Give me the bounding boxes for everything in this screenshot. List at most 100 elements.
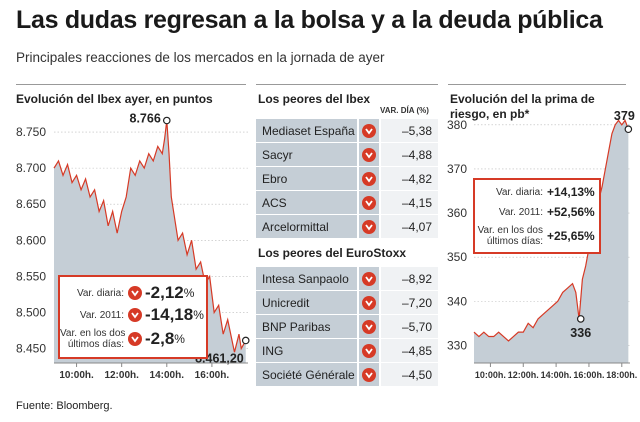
risk-chart-title: Evolución del la prima de riesgo, en pb* <box>450 92 595 121</box>
daily-change: –4,07 <box>380 215 438 238</box>
company-name: Intesa Sanpaolo <box>256 267 357 290</box>
annotation-marker <box>241 336 250 345</box>
y-tick-label: 340 <box>447 294 467 308</box>
y-tick-label: 8.550 <box>16 269 46 283</box>
table-row: Unicredit –7,20 <box>256 291 438 315</box>
ibex-box-row: Var. 2011: -14,18 % <box>60 305 206 325</box>
down-arrow-icon <box>361 171 376 186</box>
risk-box-row: Var. en los dos últimos días: +25,65% <box>475 225 599 247</box>
company-name: BNP Paribas <box>256 315 357 338</box>
row-icon-cell <box>358 339 379 362</box>
risk-box-value: +25,65% <box>547 229 595 243</box>
risk-box-label-line2: últimos días: <box>486 236 543 247</box>
down-arrow-icon <box>361 195 376 210</box>
ibex-summary-box: Var. diaria: -2,12 % Var. 2011: -14,18 %… <box>58 275 208 359</box>
x-tick-label: 18:00h. <box>606 370 637 380</box>
down-arrow-icon <box>361 147 376 162</box>
table-row: Mediaset España –5,38 <box>256 119 438 143</box>
table-row: Arcelormittal –4,07 <box>256 215 438 239</box>
y-tick-label: 8.750 <box>16 125 46 139</box>
down-arrow-icon <box>128 286 142 300</box>
risk-box-value: +14,13% <box>547 185 595 199</box>
table-row: Ebro –4,82 <box>256 167 438 191</box>
rule-tables <box>256 84 438 85</box>
x-tick-label: 14:00h. <box>541 370 572 380</box>
table-row: BNP Paribas –5,70 <box>256 315 438 339</box>
eurostoxx-table-title: Los peores del EuroStoxx <box>258 246 407 260</box>
risk-box-label: Var. diaria: <box>495 186 543 198</box>
x-tick-label: 16:00h. <box>195 370 230 381</box>
eurostoxx-worst-table: Intesa Sanpaolo –8,92 Unicredit –7,20 BNP Pa… <box>256 267 438 387</box>
company-name: Unicredit <box>256 291 357 314</box>
ibex-table-col-header: VAR. DÍA (%) <box>380 106 429 115</box>
down-arrow-icon <box>361 219 376 234</box>
row-icon-cell <box>358 119 379 142</box>
y-tick-label: 8.500 <box>16 305 46 319</box>
down-arrow-icon <box>361 319 376 334</box>
risk-box-value: +52,56% <box>547 205 595 219</box>
company-name: ACS <box>256 191 357 214</box>
y-tick-label: 380 <box>447 118 467 132</box>
daily-change: –7,20 <box>380 291 438 314</box>
ibex-box-label: Var. 2011: <box>79 309 124 321</box>
y-tick-label: 330 <box>447 338 467 352</box>
ibex-box-unit: % <box>174 332 185 346</box>
company-name: ING <box>256 339 357 362</box>
ibex-box-row: Var. diaria: -2,12 % <box>60 283 206 303</box>
company-name: Mediaset España <box>256 119 357 142</box>
ibex-box-label: Var. diaria: <box>76 287 124 299</box>
table-row: Société Générale –4,50 <box>256 363 438 387</box>
risk-box-row: Var. diaria: +14,13% <box>475 185 599 199</box>
row-icon-cell <box>358 363 379 386</box>
table-row: Intesa Sanpaolo –8,92 <box>256 267 438 291</box>
table-row: Sacyr –4,88 <box>256 143 438 167</box>
table-row: ING –4,85 <box>256 339 438 363</box>
ibex-box-label: Var. en los dos últimos días: <box>60 328 126 350</box>
x-tick-label: 10:00h. <box>475 370 506 380</box>
ibex-table-title: Los peores del Ibex <box>258 92 371 106</box>
ibex-box-value: -14,18 <box>145 305 194 324</box>
ibex-worst-table: Mediaset España –5,38 Sacyr –4,88 Ebro –4,82 A… <box>256 119 438 239</box>
ibex-chart-title: Evolución del Ibex ayer, en puntos <box>16 92 213 106</box>
y-tick-label: 8.650 <box>16 197 46 211</box>
ibex-box-label-line2: últimos días: <box>67 339 124 350</box>
y-tick-label: 8.600 <box>16 233 46 247</box>
risk-box-label: Var. 2011: <box>498 206 543 218</box>
ibex-box-row: Var. en los dos últimos días: -2,8 % <box>60 328 206 350</box>
down-arrow-icon <box>128 332 142 346</box>
x-tick-label: 12:00h. <box>104 370 139 381</box>
daily-change: –5,38 <box>380 119 438 142</box>
y-tick-label: 370 <box>447 162 467 176</box>
down-arrow-icon <box>361 343 376 358</box>
row-icon-cell <box>358 215 379 238</box>
page-subtitle: Principales reacciones de los mercados e… <box>16 50 385 65</box>
company-name: Ebro <box>256 167 357 190</box>
source-note: Fuente: Bloomberg. <box>16 400 113 412</box>
x-tick-label: 12:00h. <box>508 370 539 380</box>
y-tick-label: 8.700 <box>16 161 46 175</box>
x-tick-label: 14:00h. <box>150 370 185 381</box>
daily-change: –4,85 <box>380 339 438 362</box>
rule-risk <box>448 84 626 85</box>
annotation-marker <box>162 116 171 125</box>
annotation-marker <box>624 125 633 134</box>
page-title: Las dudas regresan a la bolsa y a la deu… <box>16 6 603 34</box>
annotation-marker <box>576 315 585 323</box>
daily-change: –4,88 <box>380 143 438 166</box>
daily-change: –4,82 <box>380 167 438 190</box>
annotation-label: 379 <box>614 109 635 123</box>
series-line <box>53 120 247 353</box>
ibex-box-label-line1: Var. en los dos <box>60 328 126 339</box>
daily-change: –4,50 <box>380 363 438 386</box>
risk-box-row: Var. 2011: +52,56% <box>475 205 599 219</box>
company-name: Société Générale <box>256 363 357 386</box>
down-arrow-icon <box>361 271 376 286</box>
ibex-box-value: -2,12 <box>145 283 184 302</box>
daily-change: –4,15 <box>380 191 438 214</box>
row-icon-cell <box>358 143 379 166</box>
daily-change: –5,70 <box>380 315 438 338</box>
risk-box-label: Var. en los dos últimos días: <box>475 225 543 247</box>
down-arrow-icon <box>361 295 376 310</box>
annotation-label: 336 <box>570 326 591 340</box>
